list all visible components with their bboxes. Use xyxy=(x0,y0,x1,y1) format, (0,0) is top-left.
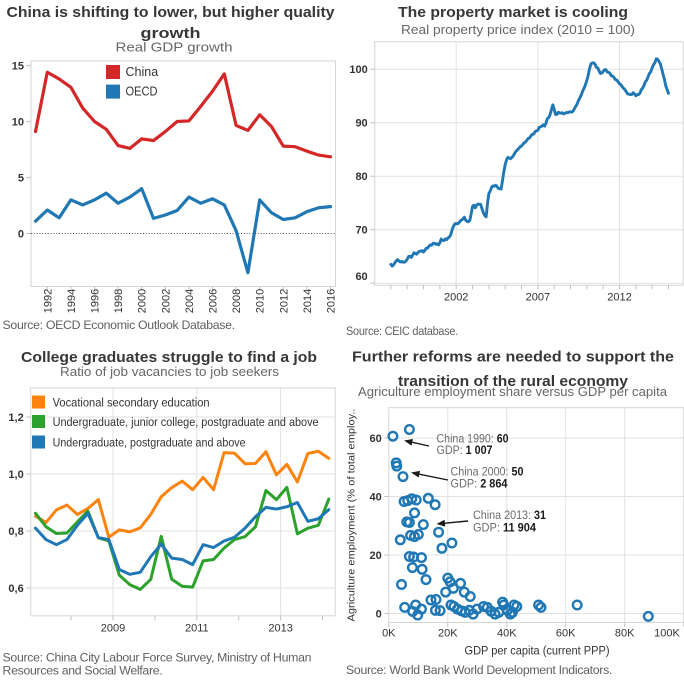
svg-text:40K: 40K xyxy=(497,628,517,640)
svg-text:0: 0 xyxy=(18,228,24,240)
svg-text:1996: 1996 xyxy=(90,289,102,313)
svg-text:Further reforms are needed to: Further reforms are needed to support th… xyxy=(352,349,674,366)
svg-text:Real property price index (201: Real property price index (2010 = 100) xyxy=(401,22,635,37)
svg-text:20K: 20K xyxy=(438,628,458,640)
svg-text:GDP: 2 864: GDP: 2 864 xyxy=(451,477,508,491)
svg-text:2016: 2016 xyxy=(326,289,338,313)
svg-text:GDP: 1 007: GDP: 1 007 xyxy=(437,443,493,457)
svg-text:Vocational secondary education: Vocational secondary education xyxy=(53,396,210,410)
svg-text:80: 80 xyxy=(355,171,367,183)
svg-text:80K: 80K xyxy=(615,628,635,640)
svg-text:2013: 2013 xyxy=(268,623,292,635)
svg-text:1998: 1998 xyxy=(113,289,125,313)
svg-text:College graduates struggle to: College graduates struggle to find a job xyxy=(21,349,317,366)
svg-text:100K: 100K xyxy=(654,628,680,640)
svg-text:2012: 2012 xyxy=(278,289,290,313)
svg-text:2008: 2008 xyxy=(231,289,243,313)
svg-text:90: 90 xyxy=(355,118,367,130)
svg-text:Resources and Social Welfare.: Resources and Social Welfare. xyxy=(3,664,163,678)
svg-text:transition of the rural econom: transition of the rural economy xyxy=(398,373,629,390)
svg-text:Undergraduate, junior college,: Undergraduate, junior college, postgradu… xyxy=(53,415,319,429)
svg-text:2009: 2009 xyxy=(101,623,125,635)
svg-text:2011: 2011 xyxy=(185,623,209,635)
svg-text:GDP: 11 904: GDP: 11 904 xyxy=(473,521,536,535)
svg-text:5: 5 xyxy=(18,172,24,184)
svg-text:2002: 2002 xyxy=(160,289,172,313)
svg-text:2006: 2006 xyxy=(208,289,220,313)
svg-text:Source: CEIC database.: Source: CEIC database. xyxy=(346,324,458,338)
svg-text:Agriculture employment share v: Agriculture employment share versus GDP … xyxy=(358,384,668,399)
svg-text:China 1990: 60: China 1990: 60 xyxy=(437,431,509,445)
svg-text:1994: 1994 xyxy=(66,289,78,313)
svg-text:1,2: 1,2 xyxy=(8,412,23,424)
svg-text:20: 20 xyxy=(370,550,382,562)
svg-text:China 2013: 31: China 2013: 31 xyxy=(473,508,546,522)
svg-text:2012: 2012 xyxy=(607,292,631,304)
svg-text:15: 15 xyxy=(12,60,24,72)
svg-text:China is shifting to lower, bu: China is shifting to lower, but higher q… xyxy=(7,4,336,21)
svg-text:Source: China City Labour Forc: Source: China City Labour Force Survey, … xyxy=(3,651,312,665)
svg-text:1,0: 1,0 xyxy=(8,469,23,481)
svg-text:GDP per capita (current PPP): GDP per capita (current PPP) xyxy=(465,644,610,658)
svg-text:2002: 2002 xyxy=(444,292,468,304)
svg-text:0,8: 0,8 xyxy=(8,526,23,538)
svg-text:Source: OECD Economic Outlook: Source: OECD Economic Outlook Database. xyxy=(3,318,235,332)
svg-text:OECD: OECD xyxy=(126,85,158,99)
svg-text:Ratio of job vacancies to job: Ratio of job vacancies to job seekers xyxy=(60,364,280,379)
svg-text:2000: 2000 xyxy=(137,289,149,313)
svg-text:60K: 60K xyxy=(556,628,576,640)
svg-text:The property market is cooling: The property market is cooling xyxy=(398,4,628,21)
svg-text:10: 10 xyxy=(12,116,24,128)
svg-text:100: 100 xyxy=(349,64,367,76)
svg-text:2007: 2007 xyxy=(526,292,550,304)
svg-text:0: 0 xyxy=(376,608,382,620)
svg-text:60: 60 xyxy=(355,271,367,283)
svg-text:60: 60 xyxy=(370,433,382,445)
svg-text:2010: 2010 xyxy=(255,289,267,313)
svg-text:Source: World Bank World Devel: Source: World Bank World Development Ind… xyxy=(346,663,612,677)
svg-text:2014: 2014 xyxy=(302,289,314,313)
svg-text:Real GDP growth: Real GDP growth xyxy=(116,40,233,55)
svg-text:70: 70 xyxy=(355,225,367,237)
svg-text:China: China xyxy=(126,65,159,79)
svg-text:Undergraduate, postgraduate an: Undergraduate, postgraduate and above xyxy=(53,436,246,450)
svg-text:1992: 1992 xyxy=(42,289,54,313)
svg-text:2004: 2004 xyxy=(184,289,196,313)
svg-text:Agriculture employment (% of t: Agriculture employment (% of total emplo… xyxy=(346,409,358,622)
svg-text:0K: 0K xyxy=(382,628,396,640)
svg-text:40: 40 xyxy=(370,491,382,503)
svg-text:0,6: 0,6 xyxy=(8,583,23,595)
svg-text:China 2000: 50: China 2000: 50 xyxy=(451,465,524,479)
svg-text:growth: growth xyxy=(141,25,201,42)
